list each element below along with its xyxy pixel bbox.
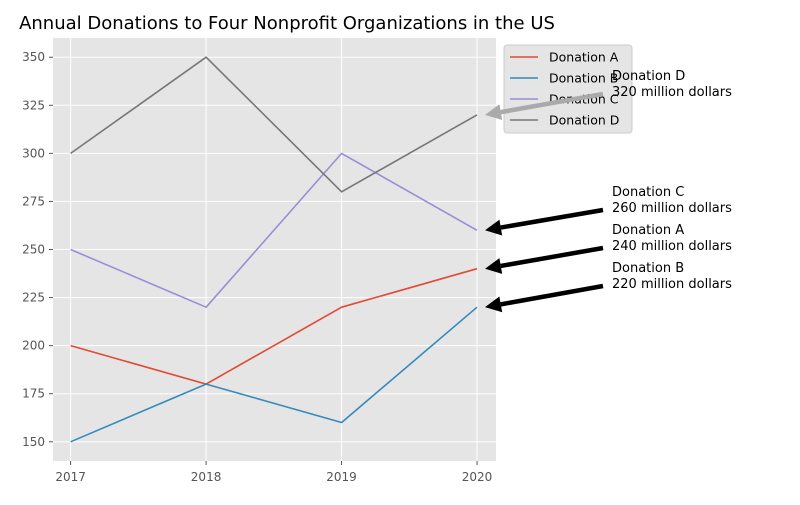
annotation-arrow-shaft-donation-a xyxy=(501,248,603,266)
annotation-value-donation-d: 320 million dollars xyxy=(612,85,732,100)
x-tick-label-2020: 2020 xyxy=(462,470,493,484)
legend-label-donation-d: Donation D xyxy=(549,113,619,128)
legend-label-donation-a: Donation A xyxy=(549,50,619,65)
y-tick-label-275: 275 xyxy=(22,194,45,208)
y-tick-label-225: 225 xyxy=(22,291,45,305)
annotation-title-donation-b: Donation B xyxy=(612,261,684,276)
y-tick-label-250: 250 xyxy=(22,243,45,257)
y-tick-label-300: 300 xyxy=(22,146,45,160)
annotation-value-donation-a: 240 million dollars xyxy=(612,239,732,254)
y-tick-label-325: 325 xyxy=(22,98,45,112)
x-tick-label-2019: 2019 xyxy=(326,470,357,484)
x-tick-label-2018: 2018 xyxy=(191,470,222,484)
annotation-arrow-shaft-donation-c xyxy=(501,210,603,228)
y-tick-label-175: 175 xyxy=(22,387,45,401)
y-tick-label-150: 150 xyxy=(22,435,45,449)
y-tick-label-200: 200 xyxy=(22,339,45,353)
legend-label-donation-b: Donation B xyxy=(549,71,618,86)
annotation-value-donation-c: 260 million dollars xyxy=(612,201,732,216)
x-tick-label-2017: 2017 xyxy=(55,470,86,484)
chart-title: Annual Donations to Four Nonprofit Organ… xyxy=(19,13,555,34)
annotation-value-donation-b: 220 million dollars xyxy=(612,277,732,292)
annotation-title-donation-a: Donation A xyxy=(612,223,684,238)
annotation-arrow-shaft-donation-b xyxy=(501,286,603,304)
annotation-title-donation-d: Donation D xyxy=(612,69,685,84)
y-tick-label-350: 350 xyxy=(22,50,45,64)
annotation-title-donation-c: Donation C xyxy=(612,185,684,200)
